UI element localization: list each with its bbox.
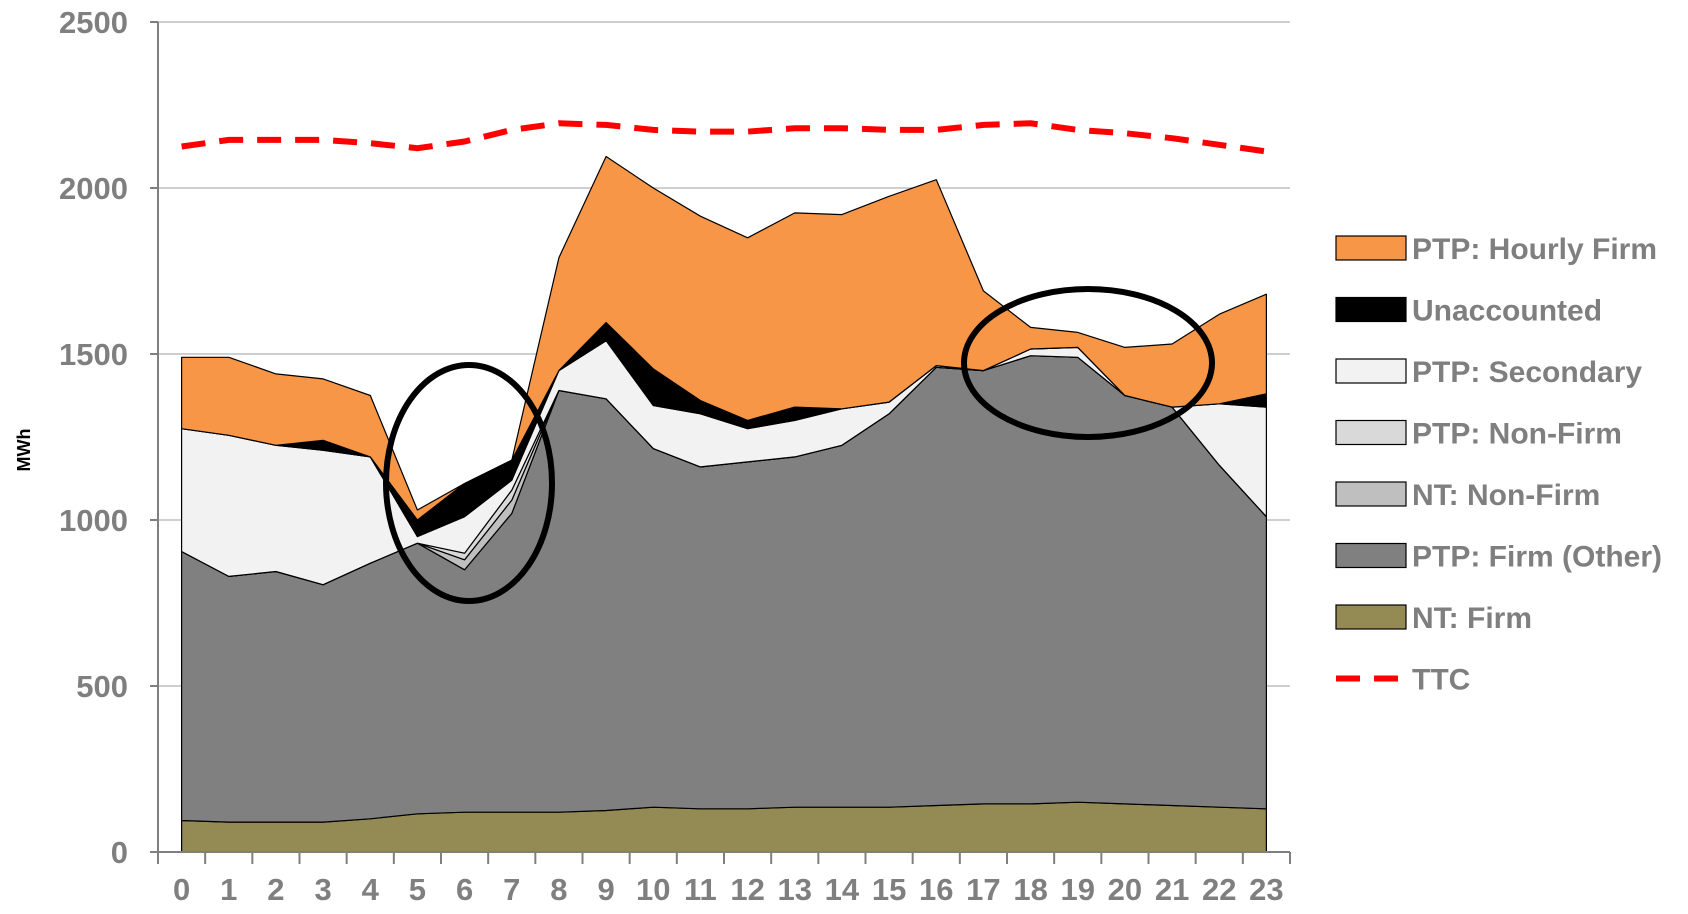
x-tick-label: 10 — [636, 872, 670, 907]
legend-item: NT: Non-Firm — [1335, 479, 1600, 512]
stacked-areas — [181, 155, 1267, 853]
ttc-line — [181, 120, 1267, 155]
x-tick-label: 7 — [503, 872, 520, 907]
legend-swatch — [1335, 481, 1407, 507]
x-tick-label: 0 — [173, 872, 190, 907]
x-tick-label: 21 — [1155, 872, 1189, 907]
legend-swatch — [1335, 296, 1407, 323]
legend-label: PTP: Firm (Other) — [1412, 541, 1662, 574]
y-tick-label: 500 — [76, 669, 128, 704]
x-tick-label: 12 — [730, 872, 764, 907]
legend-label: NT: Firm — [1412, 602, 1532, 635]
x-tick-label: 8 — [550, 872, 567, 907]
legend-swatch — [1335, 419, 1407, 446]
legend-item: PTP: Hourly Firm — [1335, 233, 1657, 266]
legend-item: PTP: Secondary — [1335, 356, 1642, 389]
x-tick-label: 16 — [919, 872, 953, 907]
x-tick-label: 9 — [597, 872, 614, 907]
legend-swatch — [1335, 358, 1407, 384]
legend: PTP: Hourly Firm Unaccounted PTP: Secondar… — [1335, 233, 1662, 697]
x-tick-label: 6 — [456, 872, 473, 907]
legend-label: NT: Non-Firm — [1412, 479, 1600, 512]
x-tick-labels: 0 1 2 3 4 5 6 7 8 9 10 11 12 13 14 15 16 17 18 19 20 21 22 23 — [173, 872, 1284, 907]
x-tick-label: 13 — [778, 872, 812, 907]
legend-label: PTP: Non-Firm — [1412, 418, 1622, 451]
x-tick-label: 15 — [872, 872, 906, 907]
y-tick-label: 2000 — [59, 171, 128, 206]
x-tick-label: 4 — [362, 872, 380, 907]
legend-label: PTP: Hourly Firm — [1412, 233, 1657, 266]
legend-label: TTC — [1412, 664, 1470, 697]
y-tick-label: 0 — [111, 835, 128, 870]
x-tick-label: 20 — [1108, 872, 1142, 907]
annotation-circle-right — [961, 286, 1215, 440]
x-tick-label: 19 — [1061, 872, 1095, 907]
legend-label: Unaccounted — [1412, 295, 1602, 328]
y-tick-label: 1000 — [59, 503, 128, 538]
legend-swatch — [1335, 604, 1407, 630]
x-tick-label: 2 — [267, 872, 284, 907]
x-tick-label: 23 — [1249, 872, 1283, 907]
x-tick-label: 22 — [1202, 872, 1236, 907]
y-axis-label: MWh — [14, 429, 34, 472]
axes — [150, 21, 1291, 864]
legend-label: PTP: Secondary — [1412, 356, 1642, 389]
x-tick-label: 18 — [1013, 872, 1047, 907]
y-tick-labels: 0 500 1000 1500 2000 2500 — [59, 5, 128, 870]
legend-item: TTC — [1336, 664, 1470, 697]
annotation-circles — [383, 286, 1215, 604]
x-tick-label: 5 — [409, 872, 426, 907]
ttc-line-layer — [181, 120, 1267, 155]
legend-swatch — [1335, 542, 1407, 569]
legend-item: Unaccounted — [1335, 295, 1602, 328]
x-tick-label: 14 — [825, 872, 860, 907]
x-tick-label: 11 — [684, 872, 717, 907]
annotation-circle-left — [383, 362, 555, 604]
y-tick-label: 1500 — [59, 337, 128, 372]
y-tick-label: 2500 — [59, 5, 128, 40]
x-tick-label: 1 — [220, 872, 237, 907]
x-tick-label: 17 — [966, 872, 1000, 907]
legend-item: NT: Firm — [1335, 602, 1532, 635]
area-ptp-hourly-firm — [181, 155, 1267, 521]
legend-item: PTP: Firm (Other) — [1335, 541, 1662, 574]
legend-swatch — [1335, 235, 1407, 261]
legend-item: PTP: Non-Firm — [1335, 418, 1622, 451]
x-tick-label: 3 — [314, 872, 331, 907]
